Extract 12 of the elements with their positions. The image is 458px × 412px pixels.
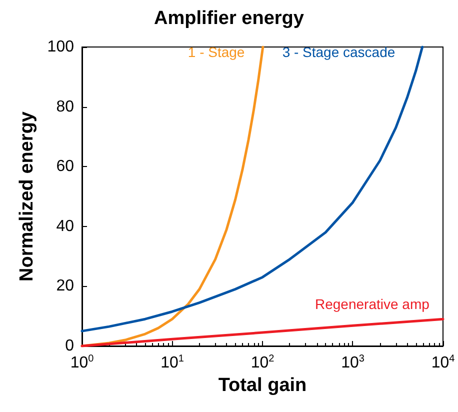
x-axis-title: Total gain (218, 375, 307, 396)
series-label: Regenerative amp (315, 296, 430, 312)
series-label: 3 - Stage cascade (282, 44, 396, 60)
y-tick-label: 20 (56, 278, 74, 295)
y-tick-label: 0 (65, 338, 74, 354)
y-axis-title: Normalized energy (16, 111, 38, 282)
y-tick-label: 100 (47, 38, 74, 56)
chart-title: Amplifier energy (154, 8, 304, 29)
y-tick-label: 80 (56, 98, 74, 116)
y-tick-label: 40 (56, 218, 74, 235)
series-label: 1 - Stage (188, 44, 245, 60)
y-tick-label: 60 (56, 158, 74, 176)
